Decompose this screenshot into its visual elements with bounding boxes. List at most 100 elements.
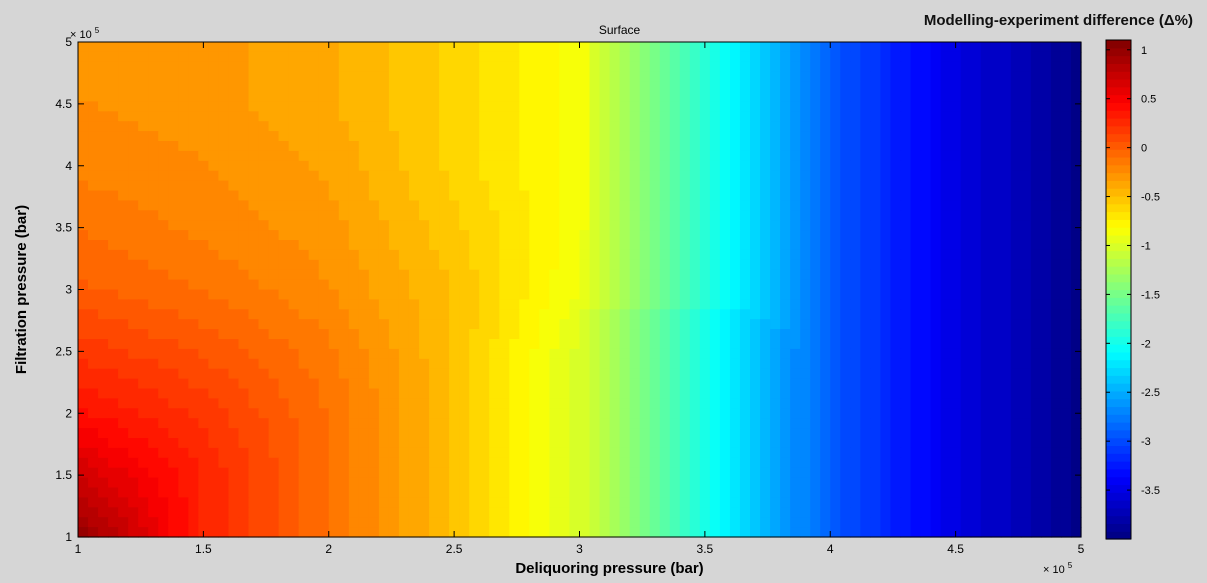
- surface-cell: [429, 51, 440, 63]
- surface-cell: [1060, 299, 1072, 310]
- surface-cell: [168, 61, 179, 73]
- surface-cell: [208, 111, 220, 122]
- surface-cell: [840, 398, 851, 409]
- surface-cell: [790, 477, 801, 489]
- surface-cell: [148, 358, 159, 370]
- surface-cell: [288, 210, 300, 221]
- surface-cell: [890, 487, 902, 498]
- surface-cell: [689, 447, 701, 459]
- surface-cell: [469, 438, 480, 449]
- surface-cell: [168, 348, 179, 360]
- surface-cell: [148, 240, 159, 251]
- surface-cell: [298, 160, 310, 172]
- surface-cell: [760, 507, 771, 518]
- surface-cell: [950, 289, 962, 300]
- surface-cell: [158, 210, 169, 221]
- surface-cell: [739, 428, 751, 439]
- surface-cell: [388, 180, 400, 192]
- surface-cell: [609, 180, 621, 192]
- surface-cell: [1070, 150, 1082, 162]
- surface-cell: [358, 507, 370, 518]
- surface-cell: [679, 279, 691, 291]
- surface-cell: [950, 348, 962, 360]
- surface-cell: [128, 388, 139, 399]
- surface-cell: [840, 81, 851, 93]
- surface-cell: [970, 398, 982, 409]
- surface-cell: [238, 467, 250, 479]
- surface-cell: [358, 368, 370, 380]
- surface-cell: [760, 289, 771, 300]
- surface-cell: [449, 230, 460, 241]
- surface-cell: [178, 408, 189, 419]
- surface-cell: [338, 101, 350, 112]
- surface-cell: [358, 358, 370, 370]
- surface-cell: [870, 428, 881, 439]
- surface-cell: [328, 527, 340, 538]
- surface-cell: [338, 61, 350, 73]
- surface-cell: [619, 408, 631, 419]
- surface-cell: [549, 190, 561, 201]
- surface-cell: [599, 339, 611, 350]
- surface-cell: [278, 319, 290, 330]
- surface-cell: [1030, 497, 1042, 508]
- surface-cell: [729, 259, 741, 271]
- surface-cell: [288, 170, 300, 182]
- surface-cell: [780, 408, 791, 419]
- surface-cell: [780, 269, 791, 281]
- surface-cell: [880, 141, 892, 152]
- surface-cell: [589, 111, 601, 122]
- surface-cell: [388, 111, 400, 122]
- surface-cell: [198, 150, 209, 162]
- surface-cell: [248, 408, 260, 419]
- surface-cell: [288, 467, 300, 479]
- surface-cell: [840, 111, 851, 122]
- surface-cell: [148, 487, 159, 498]
- surface-cell: [449, 487, 460, 498]
- surface-cell: [830, 210, 841, 221]
- surface-cell: [358, 447, 370, 459]
- surface-cell: [298, 61, 310, 73]
- surface-cell: [519, 378, 530, 390]
- surface-cell: [890, 240, 902, 251]
- surface-cell: [519, 348, 530, 360]
- surface-cell: [940, 111, 952, 122]
- surface-cell: [1020, 378, 1032, 390]
- surface-cell: [1020, 517, 1032, 528]
- surface-cell: [168, 240, 179, 251]
- surface-cell: [218, 249, 230, 261]
- surface-cell: [459, 408, 470, 419]
- surface-cell: [659, 150, 671, 162]
- surface-cell: [760, 388, 771, 399]
- surface-cell: [930, 240, 942, 251]
- surface-cell: [609, 388, 621, 399]
- surface-cell: [108, 71, 119, 83]
- surface-cell: [739, 329, 751, 340]
- surface-cell: [549, 467, 561, 479]
- surface-cell: [639, 81, 651, 93]
- surface-cell: [639, 150, 651, 162]
- surface-cell: [288, 160, 300, 172]
- surface-cell: [208, 121, 220, 132]
- surface-cell: [388, 160, 400, 172]
- surface-cell: [539, 121, 551, 132]
- surface-cell: [168, 418, 179, 429]
- surface-cell: [860, 507, 871, 518]
- surface-cell: [1070, 240, 1082, 251]
- surface-cell: [168, 309, 179, 320]
- surface-cell: [419, 329, 430, 340]
- surface-cell: [800, 408, 811, 419]
- surface-cell: [760, 378, 771, 390]
- surface-cell: [328, 408, 340, 419]
- surface-cell: [238, 141, 250, 152]
- surface-cell: [248, 141, 260, 152]
- surface-cell: [780, 180, 791, 192]
- surface-cell: [278, 180, 290, 192]
- surface-cell: [138, 150, 149, 162]
- surface-cell: [98, 487, 109, 498]
- surface-cell: [629, 180, 641, 192]
- surface-cell: [549, 141, 561, 152]
- surface-cell: [679, 210, 691, 221]
- surface-cell: [388, 71, 400, 83]
- surface-cell: [469, 457, 480, 469]
- surface-cell: [920, 61, 932, 73]
